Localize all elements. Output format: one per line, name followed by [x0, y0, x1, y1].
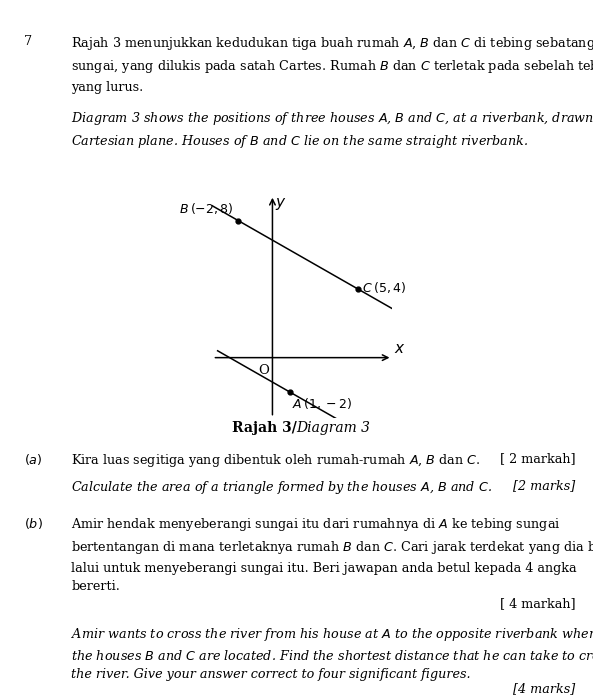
Text: $C$ $(5, 4)$: $C$ $(5, 4)$	[362, 280, 406, 295]
Text: Amir wants to cross the river from his house at $A$ to the opposite riverbank wh: Amir wants to cross the river from his h…	[71, 626, 593, 681]
Text: Diagram 3: Diagram 3	[296, 421, 371, 435]
Text: $(a)$: $(a)$	[24, 452, 42, 467]
Text: [2 marks]: [2 marks]	[513, 480, 575, 492]
Text: Diagram 3 shows the positions of three houses $A$, $B$ and $C$, at a riverbank, : Diagram 3 shows the positions of three h…	[71, 110, 593, 150]
Text: Rajah 3/: Rajah 3/	[232, 421, 296, 435]
Text: [ 2 markah]: [ 2 markah]	[499, 452, 575, 465]
Text: $A$ $(1, -2)$: $A$ $(1, -2)$	[292, 396, 352, 411]
Text: O: O	[258, 363, 269, 377]
Text: [ 4 markah]: [ 4 markah]	[499, 597, 575, 610]
Text: $x$: $x$	[394, 342, 406, 356]
Text: Calculate the area of a triangle formed by the houses $A$, $B$ and $C$.: Calculate the area of a triangle formed …	[71, 480, 492, 496]
Text: Rajah 3 menunjukkan kedudukan tiga buah rumah $A$, $B$ dan $C$ di tebing sebatan: Rajah 3 menunjukkan kedudukan tiga buah …	[71, 35, 593, 94]
Text: [4 marks]: [4 marks]	[513, 682, 575, 695]
Text: $(b)$: $(b)$	[24, 516, 43, 530]
Text: Amir hendak menyeberangi sungai itu dari rumahnya di $A$ ke tebing sungai
berten: Amir hendak menyeberangi sungai itu dari…	[71, 516, 593, 593]
Text: Kira luas segitiga yang dibentuk oleh rumah-rumah $A$, $B$ dan $C$.: Kira luas segitiga yang dibentuk oleh ru…	[71, 452, 480, 468]
Text: 7: 7	[24, 35, 32, 47]
Text: $B$ $(-2, 8)$: $B$ $(-2, 8)$	[179, 201, 234, 216]
Text: $y$: $y$	[275, 196, 286, 212]
